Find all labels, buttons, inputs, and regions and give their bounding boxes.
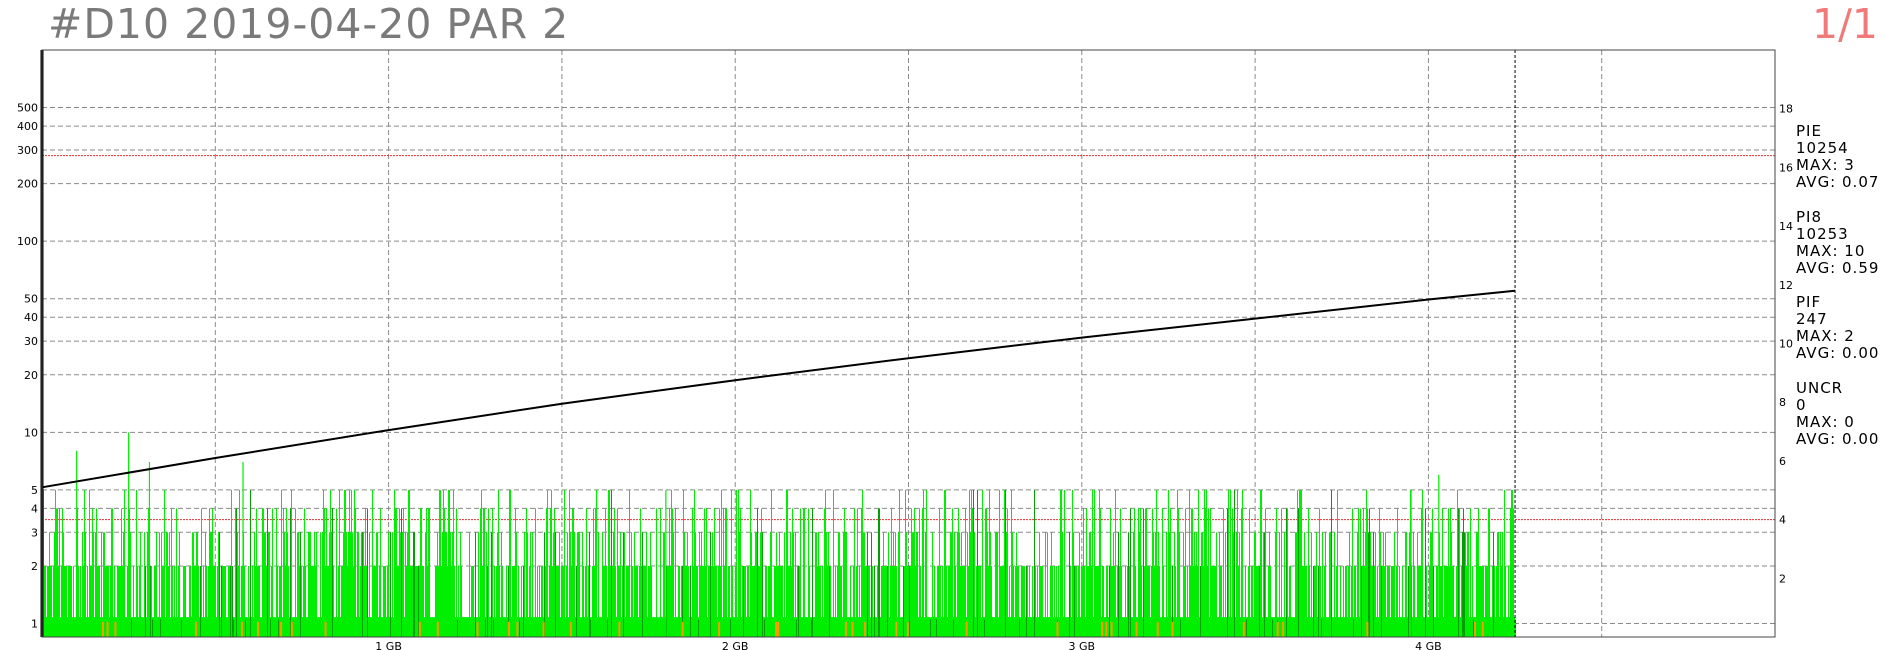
left-tick-label: 200 [17,178,38,191]
left-tick-label: 20 [24,369,38,382]
pif-mark [102,621,105,637]
pif-mark [618,621,621,637]
left-tick-label: 100 [17,235,38,248]
right-tick-label: 10 [1779,338,1793,351]
disc-title: #D10 2019-04-20 PAR 2 [48,0,570,48]
pif-mark [290,621,293,637]
x-tick-label: 1 GB [375,640,402,650]
left-tick-label: 300 [17,144,38,157]
pif-mark [240,621,243,637]
left-tick-label: 4 [31,502,38,515]
pif-mark [1481,621,1484,637]
pif-mark [476,621,479,637]
stat-name: PI8 [1796,208,1823,226]
stat-max: MAX: 10 [1796,242,1866,260]
right-tick-label: 16 [1779,161,1793,174]
pif-mark [1056,621,1059,637]
stat-avg: AVG: 0.00 [1796,430,1880,448]
right-tick-label: 8 [1779,396,1786,409]
x-tick-label: 3 GB [1069,640,1096,650]
pif-mark [965,621,968,637]
pif-mark [1156,621,1159,637]
pif-mark [1282,621,1285,637]
stat-avg: AVG: 0.07 [1796,173,1880,191]
x-tick-label: 2 GB [722,640,749,650]
pif-mark [418,621,421,637]
left-tick-label: 3 [31,526,38,539]
pif-mark [516,621,519,637]
left-tick-label: 50 [24,293,38,306]
pif-mark [1110,621,1113,637]
speed-line [41,289,1516,489]
left-tick-label: 500 [17,102,38,115]
pif-mark [895,621,898,637]
pif-mark [1242,621,1245,637]
pif-mark [569,621,572,637]
pif-mark [1135,621,1138,637]
left-tick-label: 5 [31,484,38,497]
pif-mark [718,621,721,637]
right-tick-label: 4 [1779,514,1786,527]
pif-mark [507,621,510,637]
pif-mark [1171,621,1174,637]
pif-mark [844,621,847,637]
pif-mark [864,621,867,637]
stat-avg: AVG: 0.59 [1796,259,1880,277]
right-tick-label: 12 [1779,279,1793,292]
page-indicator: 1/1 [1812,0,1878,48]
pif-mark [324,621,327,637]
stat-count: 0 [1796,396,1807,414]
stat-block-uncr: UNCR 0 MAX: 0 AVG: 0.00 [1796,380,1879,448]
stat-max: MAX: 3 [1796,156,1855,174]
pif-mark [1474,621,1477,637]
pif-mark [681,621,684,637]
stat-block-pif: PIF 247 MAX: 2 AVG: 0.00 [1796,294,1879,362]
stat-avg: AVG: 0.00 [1796,344,1880,362]
pif-mark [106,621,109,637]
pif-mark [257,621,260,637]
left-tick-label: 10 [24,426,38,439]
pif-mark [1276,621,1279,637]
pif-mark [777,621,780,637]
stat-name: UNCR [1796,379,1844,397]
right-tick-label: 2 [1779,572,1786,585]
pif-mark [1101,621,1104,637]
pif-mark [194,621,197,637]
pif-mark [906,621,909,637]
stat-block-pi8: PI8 10253 MAX: 10 AVG: 0.59 [1796,209,1879,277]
left-tick-label: 30 [24,335,38,348]
left-tick-label: 400 [17,120,38,133]
stat-name: PIE [1796,122,1822,140]
stat-name: PIF [1796,293,1822,311]
pif-mark [114,621,117,637]
pif-mark [436,621,439,637]
stat-count: 247 [1796,310,1828,328]
right-tick-label: 6 [1779,455,1786,468]
right-tick-label: 18 [1779,103,1793,116]
plot-frame [41,49,1776,638]
left-tick-label: 40 [24,311,38,324]
left-tick-label: 1 [31,618,38,631]
pif-mark [1105,621,1108,637]
pif-mark [1366,621,1369,637]
right-tick-label: 14 [1779,220,1793,233]
stat-count: 10253 [1796,225,1849,243]
pif-mark [542,621,545,637]
stat-max: MAX: 0 [1796,413,1855,431]
x-tick-label: 4 GB [1415,640,1442,650]
pif-mark [851,621,854,637]
left-tick-label: 2 [31,560,38,573]
pif-mark [775,621,778,637]
pif-mark [280,621,283,637]
stat-block-pie: PIE 10254 MAX: 3 AVG: 0.07 [1796,123,1879,191]
stat-max: MAX: 2 [1796,327,1855,345]
stat-count: 10254 [1796,139,1849,157]
